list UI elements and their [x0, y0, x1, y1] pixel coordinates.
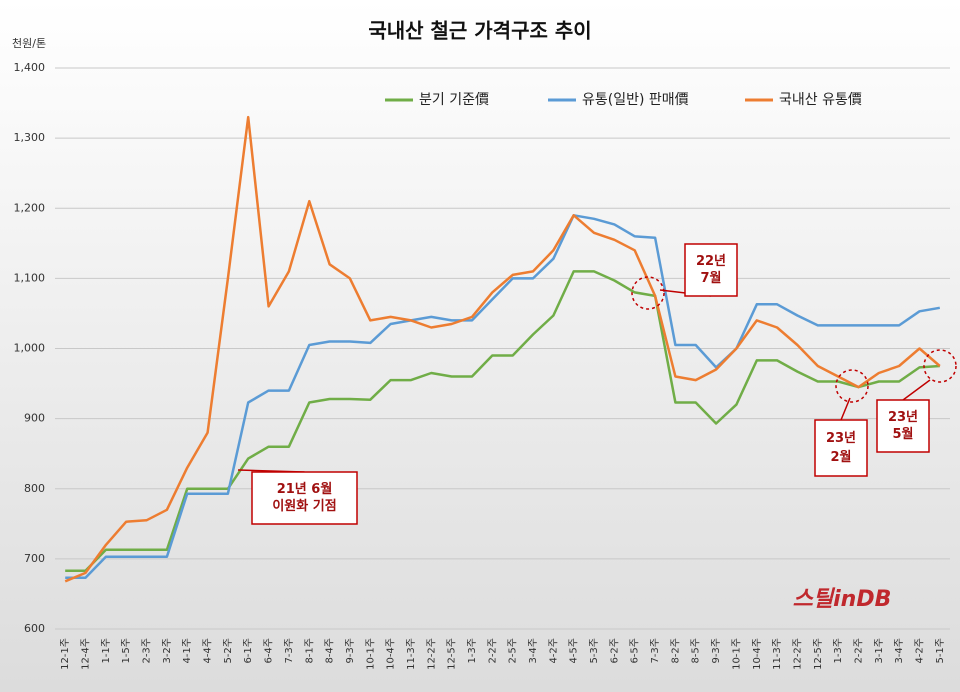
x-tick-label: 2-5주	[508, 638, 519, 664]
x-tick-label: 3-1주	[874, 638, 885, 664]
annotation-text: 5월	[892, 426, 913, 442]
x-tick-label: 10-4주	[386, 638, 397, 670]
y-tick-label: 900	[24, 412, 45, 425]
x-tick-label: 6-1주	[243, 638, 254, 664]
callout-pointer	[902, 379, 931, 401]
x-tick-label: 2-2주	[487, 638, 498, 664]
y-tick-label: 700	[24, 552, 45, 565]
x-tick-label: 11-3주	[406, 638, 417, 670]
x-tick-label: 12-2주	[792, 638, 803, 670]
y-tick-label: 1,400	[14, 61, 46, 74]
callout-pointer	[840, 397, 851, 421]
legend-label: 유통(일반) 판매價	[582, 91, 689, 108]
annotation-text: 7월	[700, 270, 721, 286]
x-tick-label: 12-5주	[813, 638, 824, 670]
x-tick-label: 4-1주	[182, 638, 193, 664]
y-tick-label: 1,300	[14, 131, 46, 144]
x-tick-label: 5-3주	[589, 638, 600, 664]
y-tick-label: 1,100	[14, 271, 46, 284]
x-tick-label: 4-2주	[548, 638, 559, 664]
x-tick-label: 2-2주	[853, 638, 864, 664]
x-tick-label: 12-1주	[60, 638, 71, 670]
y-tick-label: 1,000	[14, 342, 46, 355]
x-tick-label: 10-1주	[365, 638, 376, 670]
x-tick-label: 8-5주	[691, 638, 702, 664]
series-line	[65, 270, 940, 573]
x-tick-label: 3-2주	[162, 638, 173, 664]
x-tick-label: 10-1주	[731, 638, 742, 670]
x-tick-label: 1-1주	[101, 638, 112, 664]
callout-box	[814, 419, 868, 477]
legend-label: 분기 기준價	[419, 91, 489, 108]
x-tick-label: 3-4주	[528, 638, 539, 664]
y-tick-label: 800	[24, 482, 45, 495]
x-tick-label: 8-2주	[670, 638, 681, 664]
x-tick-label: 8-1주	[304, 638, 315, 664]
x-tick-label: 6-2주	[609, 638, 620, 664]
x-tick-label: 1-5주	[121, 638, 132, 664]
legend-label: 국내산 유통價	[779, 91, 862, 108]
x-tick-label: 1-3주	[467, 638, 478, 664]
highlight-circle	[923, 349, 957, 383]
callout-box	[251, 471, 358, 525]
x-tick-label: 5-1주	[935, 638, 946, 664]
annotation-text: 23년	[826, 431, 856, 446]
x-tick-label: 3-4주	[894, 638, 905, 664]
x-tick-label: 12-4주	[81, 638, 92, 670]
series-line	[65, 214, 941, 580]
x-tick-label: 6-5주	[630, 638, 641, 664]
annotation-text: 21년 6월	[277, 481, 333, 497]
x-tick-label: 8-4주	[325, 638, 336, 664]
y-tick-label: 600	[24, 622, 45, 635]
x-tick-label: 7-3주	[284, 638, 295, 664]
highlight-circle	[835, 369, 869, 403]
x-tick-label: 4-4주	[203, 638, 214, 664]
x-tick-label: 5-2주	[223, 638, 234, 664]
series-line	[64, 115, 941, 583]
y-unit: 천원/톤	[12, 36, 46, 50]
x-tick-label: 10-4주	[752, 638, 763, 670]
x-tick-label: 12-2주	[426, 638, 437, 670]
x-tick-label: 6-4주	[264, 638, 275, 664]
x-tick-label: 11-3주	[772, 638, 783, 670]
x-tick-label: 9-3주	[711, 638, 722, 664]
x-tick-label: 4-2주	[914, 638, 925, 664]
x-tick-label: 9-3주	[345, 638, 356, 664]
chart-title: 국내산 철근 가격구조 추이	[368, 19, 591, 43]
x-tick-label: 12-5주	[447, 638, 458, 670]
y-tick-label: 1,200	[14, 201, 46, 214]
x-tick-label: 4-5주	[569, 638, 580, 664]
annotation-text: 이원화 기점	[272, 498, 336, 514]
x-tick-label: 1-3주	[833, 638, 844, 664]
annotation-text: 22년	[696, 254, 726, 269]
callout-box	[684, 243, 738, 297]
x-tick-label: 7-3주	[650, 638, 661, 664]
logo: 스틸inDB	[793, 587, 892, 612]
callout-box	[876, 399, 930, 453]
x-tick-label: 2-3주	[142, 638, 153, 664]
annotation-text: 2월	[830, 449, 851, 465]
highlight-circle	[631, 276, 665, 310]
annotation-text: 23년	[888, 410, 918, 425]
